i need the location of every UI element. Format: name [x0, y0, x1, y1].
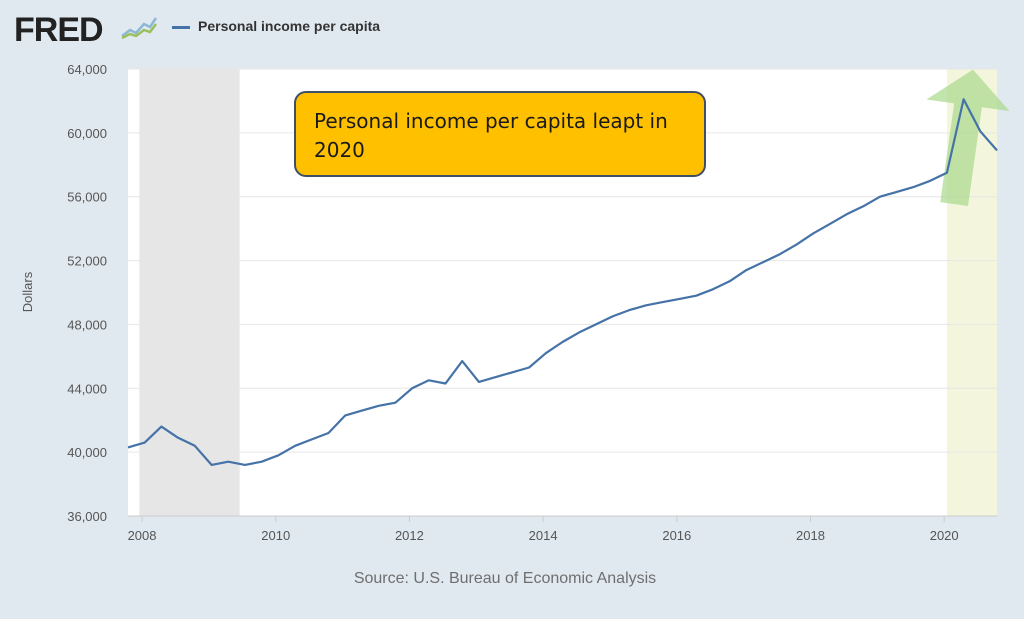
x-tick-label: 2010 — [261, 528, 290, 543]
data-point[interactable] — [125, 444, 131, 450]
data-point[interactable] — [777, 251, 783, 257]
data-point[interactable] — [175, 435, 181, 441]
data-point[interactable] — [576, 329, 582, 335]
x-tick-label: 2008 — [128, 528, 157, 543]
logo-graph-icon — [121, 17, 158, 40]
annotation-callout: Personal income per capita leapt in 2020 — [294, 91, 706, 177]
legend-label: Personal income per capita — [198, 18, 381, 34]
x-tick-label: 2018 — [796, 528, 825, 543]
data-point[interactable] — [309, 436, 315, 442]
data-point[interactable] — [944, 170, 950, 176]
y-tick-label: 60,000 — [67, 126, 107, 141]
legend-swatch — [172, 26, 190, 29]
data-point[interactable] — [158, 424, 164, 430]
y-tick-label: 48,000 — [67, 317, 107, 332]
data-point[interactable] — [927, 178, 933, 184]
header: FRED Personal income per capita — [0, 0, 1024, 62]
data-point[interactable] — [560, 339, 566, 345]
fred-logo[interactable]: FRED — [14, 11, 104, 49]
data-point[interactable] — [610, 313, 616, 319]
data-point[interactable] — [593, 321, 599, 327]
data-point[interactable] — [326, 430, 332, 436]
data-point[interactable] — [827, 221, 833, 227]
data-point[interactable] — [994, 147, 1000, 153]
data-point[interactable] — [710, 286, 716, 292]
data-point[interactable] — [977, 128, 983, 134]
data-point[interactable] — [192, 443, 198, 449]
recession-shade — [139, 69, 240, 516]
data-point[interactable] — [626, 307, 632, 313]
x-tick-label: 2016 — [662, 528, 691, 543]
data-point[interactable] — [426, 377, 432, 383]
data-point[interactable] — [543, 350, 549, 356]
y-tick-label: 52,000 — [67, 254, 107, 269]
y-tick-label: 64,000 — [67, 62, 107, 77]
series-line — [127, 98, 998, 466]
y-tick-label: 40,000 — [67, 445, 107, 460]
y-tick-label: 44,000 — [67, 381, 107, 396]
data-point[interactable] — [660, 299, 666, 305]
data-point[interactable] — [810, 230, 816, 236]
y-axis-label: Dollars — [20, 271, 35, 312]
data-point[interactable] — [476, 379, 482, 385]
data-point[interactable] — [292, 443, 298, 449]
data-point[interactable] — [493, 374, 499, 380]
data-point[interactable] — [376, 403, 382, 409]
y-tick-label: 36,000 — [67, 509, 107, 524]
data-point[interactable] — [961, 96, 967, 102]
series-lines — [127, 98, 998, 466]
data-point[interactable] — [342, 412, 348, 418]
data-point[interactable] — [259, 459, 265, 465]
data-point[interactable] — [860, 203, 866, 209]
data-point[interactable] — [526, 365, 532, 371]
data-point[interactable] — [877, 194, 883, 200]
data-point[interactable] — [392, 400, 398, 406]
data-point[interactable] — [225, 459, 231, 465]
data-point[interactable] — [910, 184, 916, 190]
data-point[interactable] — [643, 302, 649, 308]
data-point[interactable] — [242, 462, 248, 468]
data-point[interactable] — [844, 211, 850, 217]
data-point[interactable] — [727, 278, 733, 284]
data-point[interactable] — [743, 267, 749, 273]
data-point[interactable] — [443, 380, 449, 386]
data-point[interactable] — [459, 358, 465, 364]
data-point[interactable] — [209, 462, 215, 468]
data-point[interactable] — [359, 408, 365, 414]
source-credit: Source: U.S. Bureau of Economic Analysis — [353, 570, 657, 587]
data-point[interactable] — [793, 242, 799, 248]
data-point[interactable] — [676, 296, 682, 302]
x-tick-label: 2012 — [395, 528, 424, 543]
x-axis-ticks: 2008 2010 2012 2014 2016 2018 2020 — [128, 515, 997, 543]
data-point[interactable] — [142, 440, 148, 446]
y-axis-ticks: 36,000 40,000 44,000 48,000 52,000 56,000 60,0… — [67, 62, 107, 524]
data-point[interactable] — [509, 369, 515, 375]
y-tick-label: 56,000 — [67, 190, 107, 205]
x-tick-label: 2014 — [529, 528, 558, 543]
x-tick-label: 2020 — [930, 528, 959, 543]
data-point[interactable] — [275, 452, 281, 458]
data-point[interactable] — [894, 189, 900, 195]
data-point[interactable] — [693, 293, 699, 299]
data-point[interactable] — [760, 259, 766, 265]
data-point[interactable] — [409, 385, 415, 391]
